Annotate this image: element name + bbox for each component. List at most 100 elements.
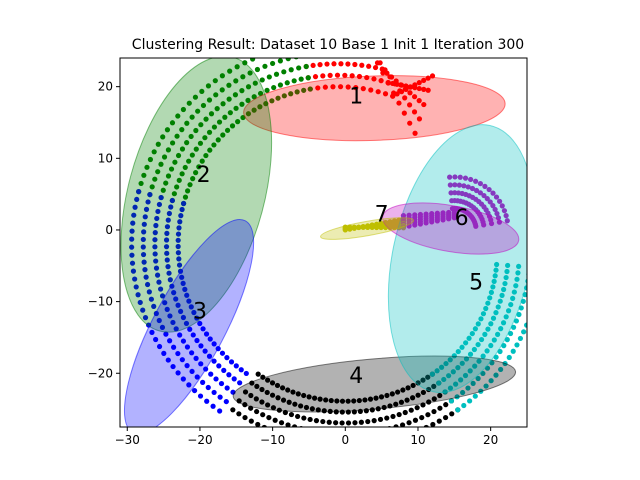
data-point (186, 298, 192, 304)
data-point (475, 321, 481, 327)
data-point (485, 326, 491, 332)
data-point (160, 134, 166, 140)
data-point (472, 326, 478, 332)
data-point (472, 393, 478, 399)
data-point (180, 200, 187, 207)
data-point (169, 197, 175, 204)
data-point (415, 392, 421, 398)
data-point (463, 340, 469, 346)
data-point (443, 360, 449, 367)
data-point (200, 379, 206, 385)
data-point (476, 358, 482, 364)
data-point (331, 61, 337, 67)
data-point (239, 88, 245, 94)
data-point (410, 382, 416, 389)
data-point (186, 382, 192, 388)
cluster-ellipse-4 (232, 355, 517, 413)
cluster-label-1: 1 (349, 84, 363, 109)
data-point (158, 161, 164, 167)
data-point (152, 244, 158, 250)
cluster-ellipse-3 (123, 218, 255, 427)
data-point (425, 374, 431, 380)
data-point (214, 106, 220, 112)
data-point (481, 192, 487, 199)
data-point (208, 111, 215, 117)
data-point (493, 372, 499, 378)
data-point (284, 80, 290, 86)
data-point (153, 265, 160, 271)
data-point (259, 399, 265, 405)
data-point (170, 363, 176, 370)
data-point (210, 403, 216, 409)
data-point (345, 420, 352, 426)
data-point (153, 258, 159, 264)
data-point (460, 389, 466, 396)
data-point (233, 78, 239, 84)
data-point (446, 373, 452, 379)
data-point (152, 176, 158, 182)
data-point (194, 315, 200, 321)
data-point (242, 414, 248, 421)
data-point (452, 190, 458, 196)
data-point (220, 132, 226, 138)
data-point (204, 398, 210, 404)
data-point (254, 408, 260, 415)
data-point (307, 86, 313, 92)
data-point (177, 219, 183, 225)
data-point (385, 80, 391, 86)
data-point (224, 385, 230, 391)
data-point (156, 343, 163, 350)
data-point (339, 420, 345, 426)
data-point (211, 389, 217, 396)
data-point (218, 380, 225, 387)
data-point (501, 208, 508, 214)
data-point (265, 377, 271, 383)
data-point (171, 344, 177, 350)
data-point (374, 60, 381, 66)
data-point (461, 183, 467, 189)
data-point (184, 120, 190, 126)
data-point (262, 63, 268, 69)
data-point (179, 206, 185, 213)
data-point (187, 326, 193, 332)
data-point (164, 250, 170, 256)
data-point (140, 307, 146, 313)
cluster-label-2: 2 (197, 163, 211, 188)
data-point (179, 146, 186, 152)
data-point (351, 224, 357, 230)
cluster-label-4: 4 (349, 364, 363, 389)
data-point (199, 88, 205, 95)
data-point (400, 387, 406, 393)
data-point (431, 408, 437, 415)
data-point (253, 396, 259, 402)
data-point (295, 391, 301, 397)
data-point (378, 394, 385, 400)
data-point (511, 289, 517, 295)
data-point (301, 415, 307, 421)
data-point (171, 191, 177, 197)
y-tick-label: 0 (105, 223, 113, 237)
data-point (175, 302, 181, 308)
data-point (465, 184, 471, 190)
data-point (326, 419, 332, 425)
data-point (152, 237, 158, 243)
data-point (206, 97, 213, 103)
data-point (434, 218, 440, 224)
data-point (397, 88, 403, 94)
data-point (412, 417, 419, 423)
data-point (176, 256, 182, 262)
data-point (219, 73, 225, 79)
data-point (371, 76, 377, 82)
data-point (227, 110, 233, 116)
data-point (184, 292, 190, 298)
data-point (442, 414, 449, 421)
data-point (327, 72, 333, 78)
data-point (487, 295, 493, 301)
data-point (193, 355, 199, 361)
data-point (191, 387, 198, 394)
data-point (382, 91, 389, 97)
data-point (265, 402, 271, 408)
data-point (441, 376, 447, 383)
data-point (456, 182, 462, 188)
data-point (453, 381, 459, 387)
